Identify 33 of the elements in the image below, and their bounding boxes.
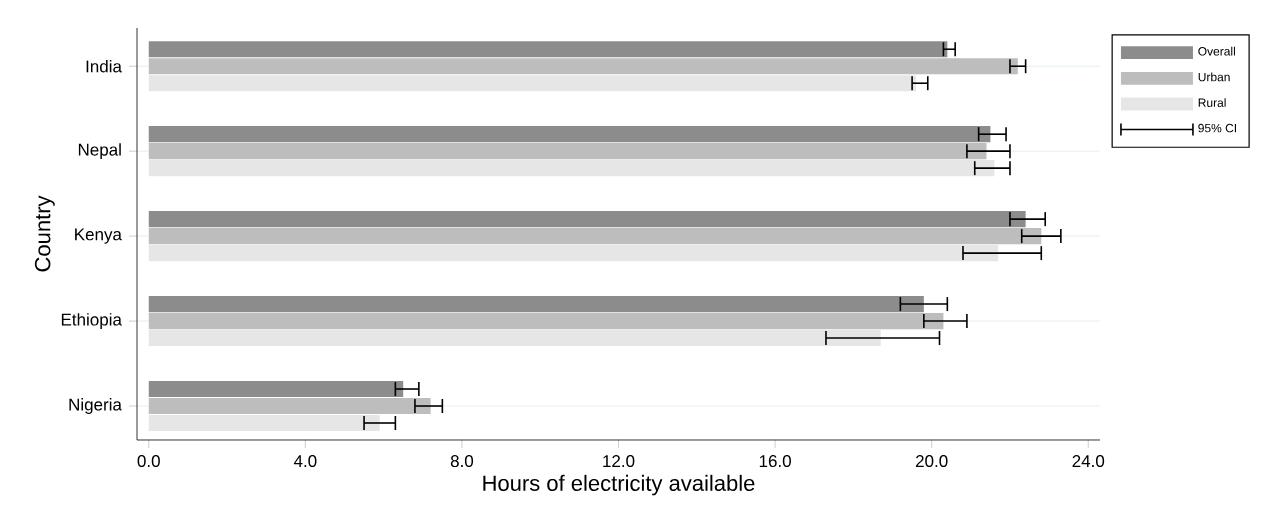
bar — [148, 228, 1042, 245]
bar — [148, 58, 1018, 75]
bar — [148, 211, 1026, 228]
text: 95% CI — [1198, 123, 1236, 133]
bar — [148, 160, 995, 177]
x-tick-label: 12.0 — [603, 455, 635, 468]
text: Overall — [1198, 46, 1235, 56]
y-tick-label: Nigeria — [69, 398, 122, 414]
bar — [148, 245, 999, 262]
bar — [148, 143, 987, 160]
bar — [148, 329, 881, 347]
x-axis-title: Hours of electricity available — [483, 474, 755, 496]
text: Urban — [1198, 72, 1230, 82]
x-tick-label: 8.0 — [450, 455, 474, 468]
bar — [148, 126, 991, 143]
y-tick-label: India — [86, 59, 122, 73]
x-tick-label: 24.0 — [1072, 455, 1105, 468]
bar — [148, 296, 924, 313]
bar — [148, 75, 917, 92]
x-tick-label: 20.0 — [915, 455, 948, 468]
x-tick-label: 0.0 — [137, 455, 160, 468]
y-axis-title: Country — [34, 195, 55, 272]
y-tick-label: Nepal — [78, 143, 121, 160]
y-tick-label: Kenya — [75, 228, 122, 244]
bar — [148, 397, 431, 415]
bar — [148, 414, 380, 432]
x-tick-label: 16.0 — [759, 455, 791, 468]
bar — [148, 41, 948, 58]
y-tick-label: Ethiopia — [61, 313, 122, 329]
bar — [148, 380, 404, 398]
text: Rural — [1198, 98, 1226, 107]
x-tick-label: 4.0 — [293, 455, 317, 468]
bar — [148, 312, 944, 330]
